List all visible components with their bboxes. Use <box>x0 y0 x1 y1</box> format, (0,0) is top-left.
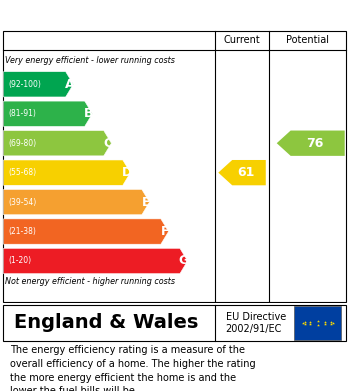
Bar <box>294 306 341 340</box>
Text: Very energy efficient - lower running costs: Very energy efficient - lower running co… <box>5 56 175 65</box>
Polygon shape <box>3 72 73 97</box>
Text: Not energy efficient - higher running costs: Not energy efficient - higher running co… <box>5 277 175 286</box>
Text: The energy efficiency rating is a measure of the
overall efficiency of a home. T: The energy efficiency rating is a measur… <box>10 345 256 391</box>
Text: 2002/91/EC: 2002/91/EC <box>226 324 282 334</box>
Text: (55-68): (55-68) <box>9 168 37 177</box>
Text: (39-54): (39-54) <box>9 197 37 206</box>
Polygon shape <box>3 160 130 185</box>
Text: B: B <box>84 107 93 120</box>
Text: A: A <box>65 78 74 91</box>
Polygon shape <box>218 160 266 185</box>
Text: E: E <box>141 196 150 208</box>
Text: C: C <box>103 137 112 150</box>
Text: (69-80): (69-80) <box>9 139 37 148</box>
Text: Energy Efficiency Rating: Energy Efficiency Rating <box>10 7 232 23</box>
Text: G: G <box>179 255 189 267</box>
Text: Current: Current <box>224 35 260 45</box>
Polygon shape <box>3 248 188 274</box>
Text: 76: 76 <box>306 137 324 150</box>
Text: England & Wales: England & Wales <box>14 313 198 332</box>
Polygon shape <box>3 219 168 244</box>
Polygon shape <box>3 131 111 156</box>
Text: EU Directive: EU Directive <box>226 312 286 322</box>
Text: (1-20): (1-20) <box>9 256 32 265</box>
Text: (92-100): (92-100) <box>9 80 41 89</box>
Text: D: D <box>121 166 132 179</box>
Text: F: F <box>160 225 169 238</box>
Text: 61: 61 <box>238 166 255 179</box>
Polygon shape <box>277 131 345 156</box>
Text: (81-91): (81-91) <box>9 109 37 118</box>
Polygon shape <box>3 101 92 126</box>
Polygon shape <box>3 189 150 215</box>
Text: (21-38): (21-38) <box>9 227 37 236</box>
Text: Potential: Potential <box>286 35 329 45</box>
